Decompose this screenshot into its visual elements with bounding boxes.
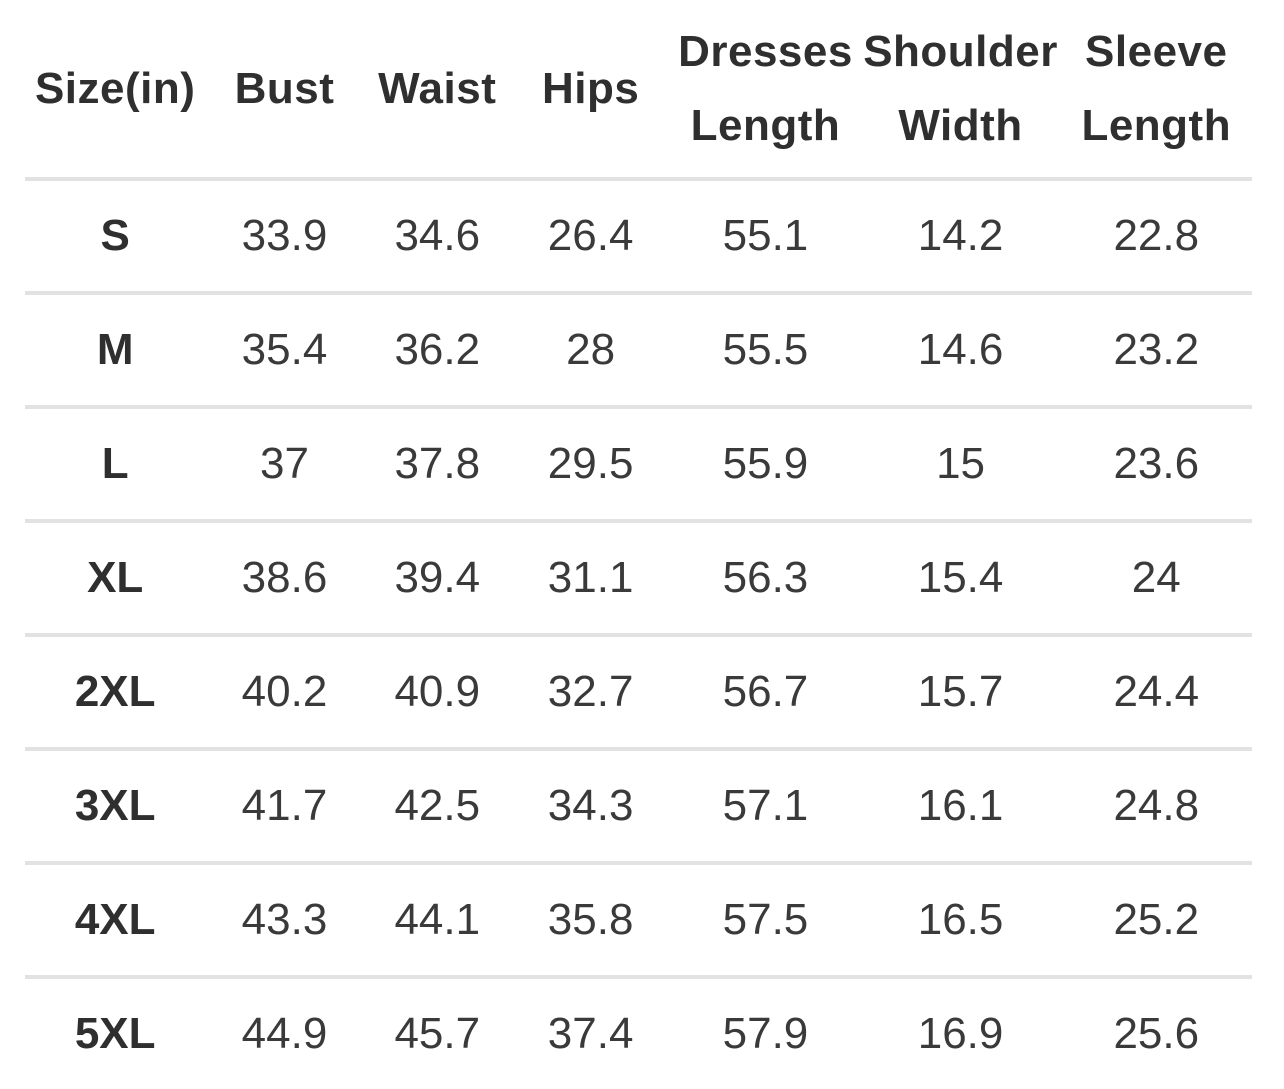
table-row-m: M 35.4 36.2 28 55.5 14.6 23.2 <box>25 291 1252 407</box>
measurement-value: 33.9 <box>205 177 364 293</box>
measurement-value: 24 <box>1060 519 1252 635</box>
measurement-value: 35.4 <box>205 291 364 407</box>
column-header-sleeve-length: Sleeve Length <box>1081 26 1232 150</box>
column-header-hips: Hips <box>541 63 640 113</box>
column-header-waist: Waist <box>378 63 497 113</box>
table-row-5xl: 5XL 44.9 45.7 37.4 57.9 16.9 25.6 <box>25 975 1252 1089</box>
measurement-value: 45.7 <box>363 975 511 1089</box>
measurement-value: 38.6 <box>205 519 364 635</box>
measurement-value: 31.1 <box>510 519 671 635</box>
measurement-value: 15.7 <box>860 633 1061 749</box>
size-label: 4XL <box>25 861 206 977</box>
measurement-value: 29.5 <box>510 405 671 521</box>
column-header-bust: Bust <box>234 63 335 113</box>
measurement-value: 35.8 <box>510 861 671 977</box>
measurement-value: 57.9 <box>670 975 861 1089</box>
measurement-value: 14.2 <box>860 177 1061 293</box>
measurement-value: 40.9 <box>363 633 511 749</box>
measurement-value: 43.3 <box>205 861 364 977</box>
column-header-size-in: Size(in) <box>34 63 196 113</box>
table-row-xl: XL 38.6 39.4 31.1 56.3 15.4 24 <box>25 519 1252 635</box>
measurement-value: 57.5 <box>670 861 861 977</box>
size-label: 5XL <box>25 975 206 1089</box>
measurement-value: 14.6 <box>860 291 1061 407</box>
measurement-value: 15.4 <box>860 519 1061 635</box>
measurement-value: 55.9 <box>670 405 861 521</box>
measurement-value: 56.7 <box>670 633 861 749</box>
measurement-value: 23.2 <box>1060 291 1252 407</box>
measurement-value: 16.5 <box>860 861 1061 977</box>
column-header-dresses-length: Dresses Length <box>678 26 853 150</box>
measurement-value: 42.5 <box>363 747 511 863</box>
column-header-shoulder-width: Shoulder Width <box>863 26 1058 150</box>
measurement-value: 26.4 <box>510 177 671 293</box>
measurement-value: 34.6 <box>363 177 511 293</box>
measurement-value: 15 <box>860 405 1061 521</box>
measurement-value: 23.6 <box>1060 405 1252 521</box>
measurement-value: 24.4 <box>1060 633 1252 749</box>
measurement-value: 16.1 <box>860 747 1061 863</box>
size-chart-header: Size(in) Bust Waist Hips Dresses Length Shoul… <box>25 0 1252 179</box>
measurement-value: 39.4 <box>363 519 511 635</box>
measurement-value: 55.5 <box>670 291 861 407</box>
measurement-value: 34.3 <box>510 747 671 863</box>
size-label: XL <box>25 519 206 635</box>
measurement-value: 22.8 <box>1060 177 1252 293</box>
measurement-value: 56.3 <box>670 519 861 635</box>
table-row-4xl: 4XL 43.3 44.1 35.8 57.5 16.5 25.2 <box>25 861 1252 977</box>
measurement-value: 37.4 <box>510 975 671 1089</box>
table-row-s: S 33.9 34.6 26.4 55.1 14.2 22.8 <box>25 177 1252 293</box>
size-label: M <box>25 291 206 407</box>
table-row-3xl: 3XL 41.7 42.5 34.3 57.1 16.1 24.8 <box>25 747 1252 863</box>
measurement-value: 44.1 <box>363 861 511 977</box>
measurement-value: 24.8 <box>1060 747 1252 863</box>
size-label: 3XL <box>25 747 206 863</box>
measurement-value: 25.6 <box>1060 975 1252 1089</box>
size-label: L <box>25 405 206 521</box>
measurement-value: 57.1 <box>670 747 861 863</box>
table-row-l: L 37 37.8 29.5 55.9 15 23.6 <box>25 405 1252 521</box>
measurement-value: 37.8 <box>363 405 511 521</box>
measurement-value: 55.1 <box>670 177 861 293</box>
measurement-value: 28 <box>510 291 671 407</box>
size-chart-table: Size(in) Bust Waist Hips Dresses Length Shoul… <box>25 0 1252 1089</box>
measurement-value: 41.7 <box>205 747 364 863</box>
size-chart-body: S 33.9 34.6 26.4 55.1 14.2 22.8 M 35.4 36.2 28 55.5… <box>25 177 1252 1089</box>
measurement-value: 32.7 <box>510 633 671 749</box>
measurement-value: 36.2 <box>363 291 511 407</box>
table-row-2xl: 2XL 40.2 40.9 32.7 56.7 15.7 24.4 <box>25 633 1252 749</box>
size-label: S <box>25 177 206 293</box>
size-label: 2XL <box>25 633 206 749</box>
measurement-value: 44.9 <box>205 975 364 1089</box>
measurement-value: 37 <box>205 405 364 521</box>
measurement-value: 40.2 <box>205 633 364 749</box>
header-row: Size(in) Bust Waist Hips Dresses Length Shoul… <box>25 0 1252 179</box>
measurement-value: 16.9 <box>860 975 1061 1089</box>
measurement-value: 25.2 <box>1060 861 1252 977</box>
